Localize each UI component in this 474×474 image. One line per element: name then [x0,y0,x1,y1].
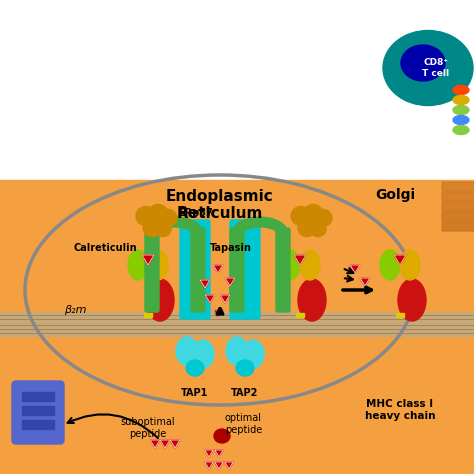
Polygon shape [213,310,223,318]
Ellipse shape [280,250,300,280]
Ellipse shape [186,360,204,376]
Polygon shape [220,295,230,303]
Bar [0,312,474,336]
Text: MHC class I
heavy chain: MHC class I heavy chain [365,399,435,421]
Polygon shape [170,440,180,448]
Bar [296,313,304,317]
FancyBboxPatch shape [230,220,260,319]
Bar [0,0,474,180]
Ellipse shape [453,106,469,115]
FancyBboxPatch shape [191,228,205,312]
Ellipse shape [303,204,323,224]
FancyBboxPatch shape [442,212,474,221]
Bar [22,406,54,415]
Ellipse shape [148,250,168,280]
FancyBboxPatch shape [276,228,290,312]
Polygon shape [350,265,360,273]
Ellipse shape [226,337,248,365]
Ellipse shape [314,210,332,227]
Polygon shape [215,462,223,469]
Ellipse shape [143,219,161,237]
Bar [0,180,474,474]
Bar [22,392,54,401]
FancyBboxPatch shape [180,220,210,319]
FancyBboxPatch shape [145,228,159,312]
Ellipse shape [453,126,469,135]
FancyBboxPatch shape [442,182,474,191]
FancyBboxPatch shape [442,202,474,211]
Polygon shape [205,295,215,303]
Ellipse shape [298,279,326,321]
Ellipse shape [176,337,198,365]
Polygon shape [200,280,210,288]
Ellipse shape [453,85,469,94]
Ellipse shape [400,250,420,280]
Text: Tapasin: Tapasin [210,243,252,253]
Ellipse shape [159,210,177,227]
Ellipse shape [192,340,214,368]
Polygon shape [225,278,235,286]
Polygon shape [142,255,154,265]
Polygon shape [150,440,160,448]
Ellipse shape [383,30,473,106]
Ellipse shape [136,207,156,226]
Text: TAP2: TAP2 [231,388,259,398]
Text: optimal
peptide: optimal peptide [225,413,262,435]
Ellipse shape [380,250,400,280]
Ellipse shape [401,45,445,81]
Polygon shape [213,265,223,273]
Ellipse shape [236,360,254,376]
Text: suboptimal
peptide: suboptimal peptide [121,417,175,439]
FancyBboxPatch shape [442,222,474,231]
Polygon shape [215,450,223,457]
Text: Calreticulin: Calreticulin [73,243,137,253]
FancyBboxPatch shape [442,192,474,201]
Ellipse shape [155,221,171,237]
Text: TAP1: TAP1 [182,388,209,398]
Ellipse shape [453,95,469,104]
Ellipse shape [148,204,168,224]
Text: Golgi: Golgi [375,188,415,202]
Ellipse shape [146,279,174,321]
Ellipse shape [214,429,230,443]
Text: CD8⁺
T cell: CD8⁺ T cell [422,58,449,78]
Bar [396,313,404,317]
Ellipse shape [310,221,326,237]
FancyBboxPatch shape [230,228,244,312]
Ellipse shape [300,250,320,280]
Bar [144,313,152,317]
Polygon shape [160,440,170,448]
Ellipse shape [398,279,426,321]
Polygon shape [394,255,406,265]
Text: β₂m: β₂m [64,305,86,315]
Text: Endoplasmic
Reticulum: Endoplasmic Reticulum [166,189,274,221]
Text: ERp57: ERp57 [178,208,213,218]
Polygon shape [360,278,370,286]
Polygon shape [205,462,213,469]
Ellipse shape [128,250,148,280]
Bar [22,420,54,429]
Polygon shape [225,462,233,469]
Ellipse shape [453,116,469,125]
Ellipse shape [298,219,316,237]
Ellipse shape [242,340,264,368]
Ellipse shape [291,207,311,226]
FancyBboxPatch shape [12,381,64,444]
Polygon shape [205,450,213,457]
Polygon shape [294,255,306,265]
